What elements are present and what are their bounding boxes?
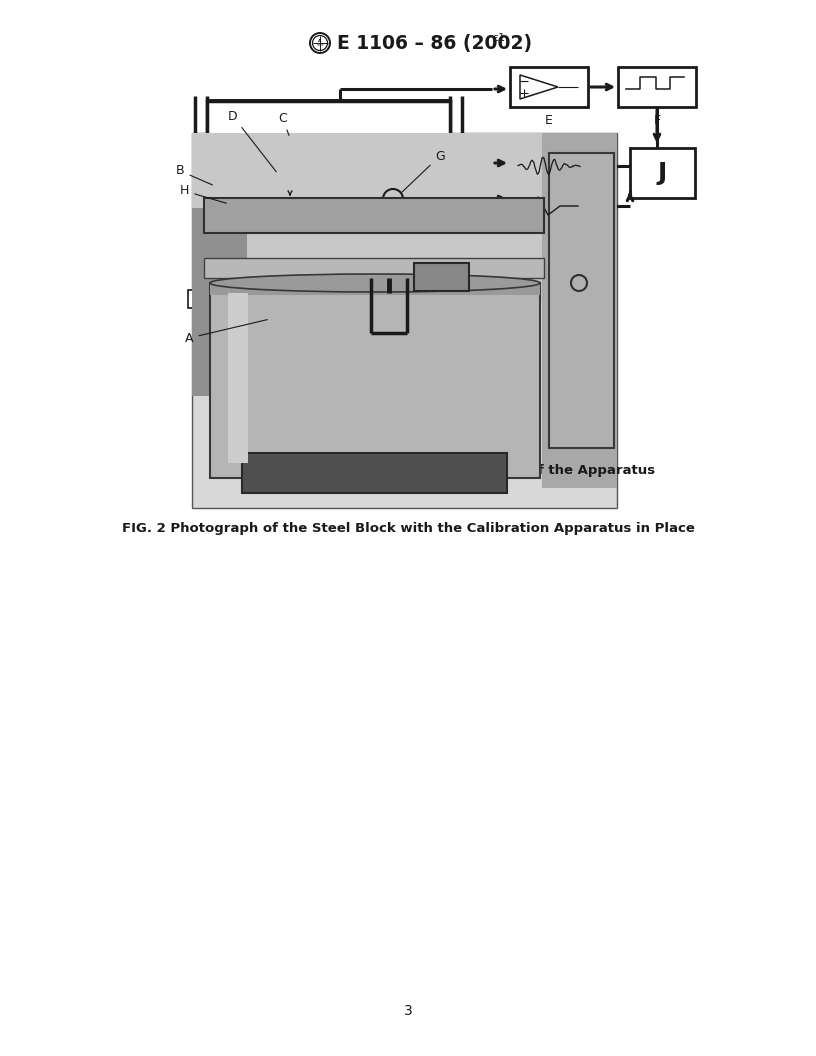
Text: J: J xyxy=(658,161,667,185)
Text: ε1: ε1 xyxy=(492,33,505,43)
Text: G—standard transducer: G—standard transducer xyxy=(258,419,388,429)
Bar xyxy=(414,263,469,291)
Bar xyxy=(510,146,588,186)
Text: I: I xyxy=(548,228,551,241)
Bar xyxy=(449,290,469,308)
Text: 3: 3 xyxy=(404,1004,412,1018)
Text: FIG. 2 Photograph of the Steel Block with the Calibration Apparatus in Place: FIG. 2 Photograph of the Steel Block wit… xyxy=(122,522,694,535)
Bar xyxy=(510,191,588,221)
Bar xyxy=(192,133,617,508)
Text: A: A xyxy=(185,320,268,344)
Text: D—PZT disc: D—PZT disc xyxy=(258,380,323,390)
Text: B: B xyxy=(176,165,212,185)
Text: D: D xyxy=(228,110,277,172)
Bar xyxy=(204,258,544,278)
Text: J—computer: J—computer xyxy=(258,458,325,468)
Bar xyxy=(192,208,247,396)
Text: B—capillary source: B—capillary source xyxy=(258,354,362,364)
Text: A—steel transfer block: A—steel transfer block xyxy=(258,341,382,351)
Bar xyxy=(204,199,544,233)
Bar xyxy=(242,453,507,493)
Text: FIG. 1 Schematic Diagram of the Apparatus: FIG. 1 Schematic Diagram of the Apparatu… xyxy=(330,464,655,477)
Bar xyxy=(207,101,450,211)
Text: I—transient recorders: I—transient recorders xyxy=(258,445,376,455)
Text: A: A xyxy=(318,38,322,42)
Text: E—charge amplifier: E—charge amplifier xyxy=(258,393,365,403)
Text: H—transducer under test: H—transducer under test xyxy=(258,432,396,442)
Bar xyxy=(228,293,248,463)
Text: STM: STM xyxy=(317,43,324,48)
Text: F: F xyxy=(654,114,661,127)
Bar xyxy=(228,193,250,211)
Bar xyxy=(210,283,540,478)
Bar xyxy=(207,196,450,326)
Bar xyxy=(549,153,614,448)
Text: F—storage oscilloscope: F—storage oscilloscope xyxy=(258,406,386,416)
Bar xyxy=(275,157,313,182)
Bar xyxy=(225,182,320,194)
Text: I: I xyxy=(548,193,551,206)
Bar xyxy=(192,133,617,302)
Bar xyxy=(510,67,588,107)
Text: E: E xyxy=(545,114,553,127)
Text: E 1106 – 86 (2002): E 1106 – 86 (2002) xyxy=(337,34,532,53)
Bar xyxy=(630,148,695,199)
Text: C—loading screw: C—loading screw xyxy=(258,367,352,377)
Bar xyxy=(210,283,540,295)
Bar xyxy=(188,290,208,308)
Text: G: G xyxy=(402,150,445,192)
Text: C: C xyxy=(278,112,289,135)
Bar xyxy=(618,67,696,107)
Ellipse shape xyxy=(210,274,540,293)
Bar xyxy=(542,133,617,488)
Text: H: H xyxy=(180,185,226,203)
